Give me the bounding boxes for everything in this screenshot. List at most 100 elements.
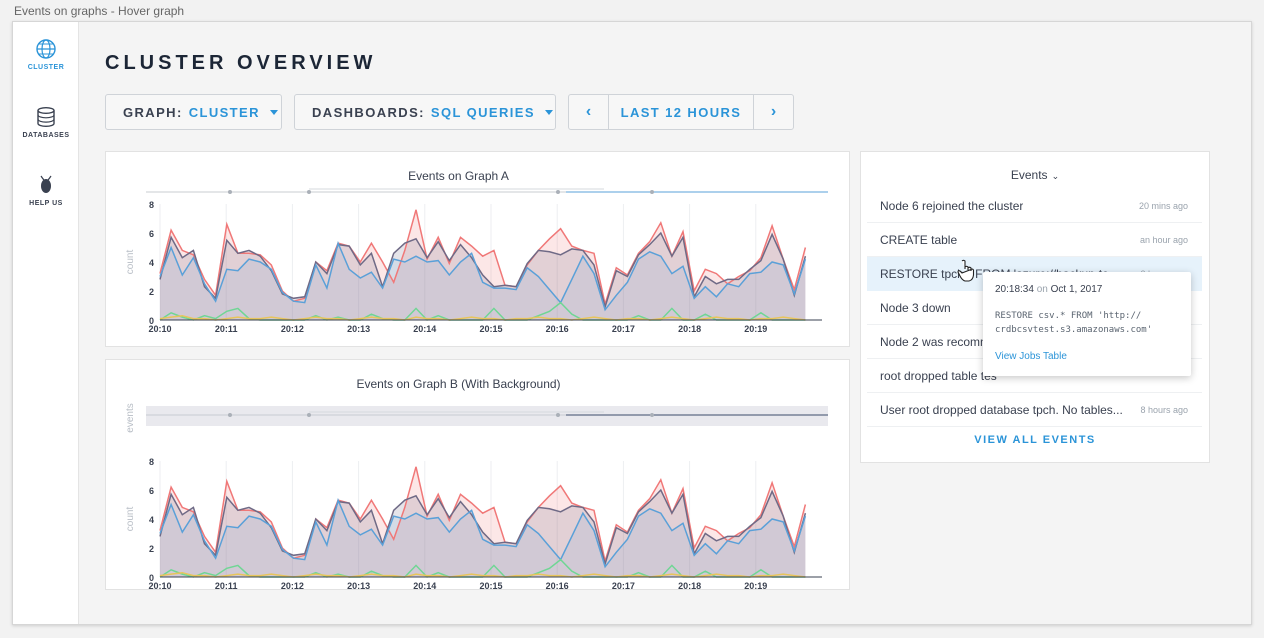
event-text: CREATE table (880, 232, 958, 247)
dashboards-dropdown-value: SQL QUERIES (430, 104, 535, 120)
event-marker (228, 190, 232, 194)
y-tick-label: 8 (149, 457, 154, 467)
time-prev-button[interactable]: ‹ (585, 103, 592, 120)
graph-b-card: Events on Graph B (With Background) event… (105, 359, 851, 591)
y-tick-label: 6 (149, 486, 154, 496)
events-header[interactable]: Events ⌄ (861, 168, 1209, 182)
event-marker (650, 413, 654, 417)
x-tick-label: 20:10 (148, 581, 171, 591)
x-tick-label: 20:18 (678, 581, 701, 591)
chart-title: Events on Graph B (With Background) (356, 377, 560, 391)
event-row[interactable]: User root dropped database tpch. No tabl… (867, 393, 1202, 427)
events-axis-label: events (125, 403, 136, 432)
chevron-down-icon: ⌄ (1051, 171, 1060, 181)
series-area-blue (160, 243, 806, 320)
series-line-red (159, 466, 807, 565)
graph-a-card: Events on Graph A 0 2 4 6 8 count 20:10 20:11 20:… (105, 151, 850, 347)
y-axis-label: count (125, 250, 136, 275)
series-area-red (160, 209, 806, 320)
sidebar: CLUSTER DATABASES HELP US (13, 22, 79, 624)
series-line-purple (159, 488, 807, 567)
event-text: User root dropped database tpch. No tabl… (880, 402, 1123, 417)
event-marker (556, 190, 560, 194)
event-marker (650, 190, 654, 194)
x-tick-label: 20:11 (215, 581, 238, 591)
x-tick-label: 20:13 (347, 324, 370, 334)
hand-cursor-icon (957, 259, 975, 282)
time-range-selector: ‹ LAST 12 HOURS › (568, 94, 794, 130)
x-tick-label: 20:17 (612, 324, 635, 334)
caret-down-icon (269, 109, 278, 115)
event-marker (307, 190, 311, 194)
event-text: Node 3 down (880, 300, 951, 315)
event-row[interactable]: root dropped table tes (867, 359, 1202, 393)
series-line-red (159, 209, 807, 308)
event-marker (556, 413, 560, 417)
series-line-purple (159, 231, 807, 310)
tooltip-command: RESTORE csv.* FROM 'http:// crdbcsvtest.s… (995, 309, 1179, 337)
sidebar-item-cluster[interactable]: CLUSTER (13, 38, 79, 71)
sidebar-item-databases[interactable]: DATABASES (13, 106, 79, 139)
dashboards-dropdown[interactable]: DASHBOARDS: SQL QUERIES (294, 94, 556, 130)
tooltip-time: 20:18:34 (995, 284, 1034, 295)
page-title: CLUSTER OVERVIEW (105, 52, 377, 74)
graph-dropdown-key: GRAPH: (123, 104, 183, 120)
x-tick-label: 20:11 (215, 324, 238, 334)
x-tick-label: 20:12 (281, 581, 304, 591)
y-tick-label: 4 (149, 258, 154, 268)
y-tick-label: 2 (149, 287, 154, 297)
y-axis-label: count (125, 507, 136, 532)
event-text: Node 6 rejoined the cluster (880, 198, 1024, 213)
y-tick-label: 4 (149, 515, 154, 525)
series-line-blue (159, 497, 807, 569)
window-title: Events on graphs - Hover graph (14, 4, 185, 18)
x-tick-label: 20:15 (479, 324, 502, 334)
y-tick-label: 0 (149, 316, 154, 326)
events-band (146, 406, 828, 426)
graph-a-chart[interactable]: Events on Graph A 0 2 4 6 8 count 20:10 20:11 20:… (106, 152, 851, 348)
tooltip-date: Oct 1, 2017 (1050, 284, 1103, 295)
view-all-events-link[interactable]: VIEW ALL EVENTS (974, 434, 1096, 446)
chart-title: Events on Graph A (408, 169, 509, 183)
x-tick-label: 20:16 (546, 324, 569, 334)
event-tooltip: 20:18:34 on Oct 1, 2017 RESTORE csv.* FR… (983, 272, 1191, 376)
y-tick-label: 6 (149, 229, 154, 239)
event-marker (228, 413, 232, 417)
graph-b-chart[interactable]: Events on Graph B (With Background) event… (106, 360, 851, 591)
x-tick-label: 20:15 (479, 581, 502, 591)
event-time: an hour ago (1139, 234, 1188, 245)
globe-icon (36, 39, 56, 59)
x-tick-label: 20:14 (413, 581, 436, 591)
event-row[interactable]: Node 6 rejoined the cluster 20 mins ago (867, 189, 1202, 223)
y-tick-label: 8 (149, 200, 154, 210)
series-area-blue (160, 500, 806, 577)
x-tick-label: 20:10 (148, 324, 171, 334)
series-line-blue (159, 240, 807, 312)
x-tick-label: 20:16 (546, 581, 569, 591)
time-range-label[interactable]: LAST 12 HOURS (608, 95, 754, 129)
time-next-button[interactable]: › (770, 103, 777, 120)
graph-dropdown[interactable]: GRAPH: CLUSTER (105, 94, 282, 130)
tooltip-command-line: crdbcsvtest.s3.amazonaws.com' (995, 325, 1153, 335)
x-tick-label: 20:14 (413, 324, 436, 334)
event-time: 8 hours ago (1140, 404, 1188, 415)
cockroach-icon (40, 175, 52, 193)
series-area-red (160, 466, 806, 577)
view-jobs-table-link[interactable]: View Jobs Table (995, 351, 1067, 362)
y-tick-label: 2 (149, 544, 154, 554)
database-icon (37, 107, 55, 127)
event-row[interactable]: CREATE table an hour ago (867, 223, 1202, 257)
x-tick-label: 20:13 (347, 581, 370, 591)
sidebar-item-label: DATABASES (22, 132, 70, 139)
event-text: root dropped table tes (880, 368, 997, 383)
y-tick-label: 0 (149, 573, 154, 583)
tooltip-on: on (1036, 284, 1048, 295)
dashboards-dropdown-key: DASHBOARDS: (312, 104, 425, 120)
events-header-label: Events (1010, 168, 1048, 182)
x-tick-label: 20:19 (744, 324, 767, 334)
sidebar-item-help-us[interactable]: HELP US (13, 174, 79, 207)
tooltip-command-line: RESTORE csv.* FROM 'http:// (995, 311, 1142, 321)
sidebar-item-label: HELP US (29, 200, 63, 207)
graph-dropdown-value: CLUSTER (188, 104, 260, 120)
x-tick-label: 20:12 (281, 324, 304, 334)
